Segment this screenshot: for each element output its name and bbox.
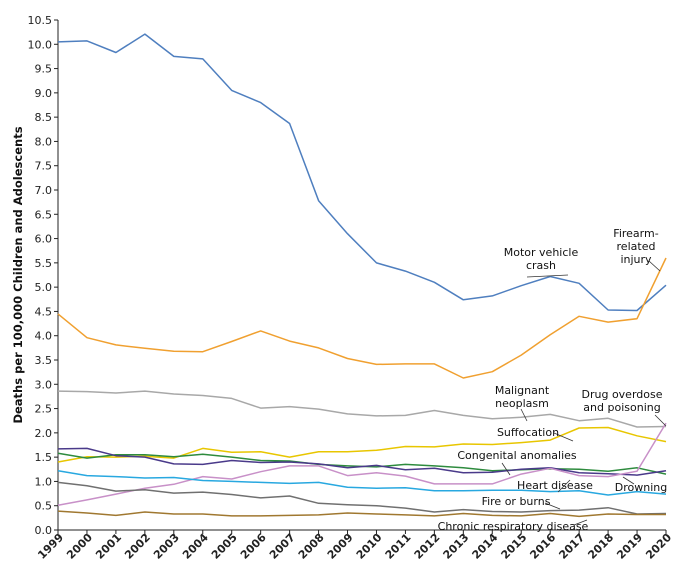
x-tick-label: 2015 [499, 531, 530, 562]
x-tick-label: 2002 [122, 531, 153, 562]
annotation-leader-heart-disease [557, 479, 571, 493]
x-tick-label: 2009 [325, 531, 356, 562]
annotation-leader-firearm-related-injury [648, 260, 661, 272]
y-tick-label: 0.5 [35, 500, 53, 513]
x-tick-label: 2003 [151, 531, 182, 562]
annotation-motor-vehicle-crash: Motor vehicle [504, 246, 579, 259]
x-tick-label: 2010 [354, 531, 385, 562]
annotation-leader-drug-overdose-and-poisoning [654, 414, 667, 427]
y-tick-label: 4.5 [35, 305, 53, 318]
annotation-firearm-related-injury: injury [620, 253, 652, 266]
annotation-malignant-neoplasm: neoplasm [495, 397, 549, 410]
annotation-firearm-related-injury: Firearm- [613, 227, 658, 240]
annotation-congenital-anomalies: Congenital anomalies [457, 449, 577, 462]
x-tick-label: 2013 [441, 531, 472, 562]
series-line-malignant-neoplasm [57, 390, 667, 428]
series-line-drowning [57, 447, 667, 476]
y-tick-label: 7.0 [35, 184, 53, 197]
annotation-heart-disease: Heart disease [517, 479, 593, 492]
y-tick-label: 8.0 [35, 135, 53, 148]
chart-axes [57, 20, 666, 531]
annotation-leader-congenital-anomalies [501, 462, 511, 476]
x-tick-label: 2004 [180, 531, 211, 562]
y-tick-label: 1.0 [35, 475, 53, 488]
y-tick-label: 4.0 [35, 330, 53, 343]
y-tick-label: 7.5 [35, 160, 53, 173]
y-axis-ticks: 0.0 0.5 1.0 1.5 2.0 2.5 3.0 3.5 4.0 4.5 5.0 5.5 6.0 6… [28, 14, 58, 537]
y-tick-label: 3.0 [35, 378, 53, 391]
annotation-leader-chronic-respiratory-disease [573, 519, 588, 526]
series-line-suffocation [57, 426, 667, 463]
annotation-drowning: Drowning [615, 481, 667, 494]
annotation-drug-overdose-and-poisoning: Drug overdose [582, 388, 663, 401]
y-tick-label: 6.5 [35, 208, 53, 221]
x-tick-label: 2012 [412, 531, 443, 562]
y-tick-label: 2.0 [35, 427, 53, 440]
x-tick-label: 2014 [470, 531, 501, 562]
y-tick-label: 5.0 [35, 281, 53, 294]
series-line-fire-or-burns [57, 481, 667, 515]
x-tick-label: 2008 [296, 531, 327, 562]
y-tick-label: 9.0 [35, 87, 53, 100]
annotation-chronic-respiratory-disease: Chronic respiratory disease [438, 520, 589, 533]
x-tick-label: 2019 [614, 531, 645, 562]
y-axis-title: Deaths per 100,000 Children and Adolesce… [11, 126, 25, 423]
x-tick-label: 2001 [93, 531, 124, 562]
x-tick-label: 2017 [556, 531, 587, 562]
annotation-malignant-neoplasm: Malignant [495, 384, 550, 397]
y-tick-label: 6.0 [35, 233, 53, 246]
x-tick-label: 2011 [383, 531, 414, 562]
x-tick-label: 2016 [527, 531, 558, 562]
x-tick-label: 2000 [64, 531, 95, 562]
x-tick-label: 2006 [238, 531, 269, 562]
series-line-heart-disease [57, 469, 667, 496]
series-line-firearm-related-injury [57, 257, 667, 379]
y-tick-label: 2.5 [35, 403, 53, 416]
y-tick-label: 1.5 [35, 451, 53, 464]
y-tick-label: 8.5 [35, 111, 53, 124]
y-tick-label: 3.5 [35, 354, 53, 367]
y-tick-label: 5.5 [35, 257, 53, 270]
annotation-leader-fire-or-burns [544, 502, 561, 510]
annotation-drug-overdose-and-poisoning: and poisoning [583, 401, 660, 414]
annotation-leader-suffocation [553, 432, 574, 442]
x-tick-label: 2018 [585, 531, 616, 562]
y-tick-label: 10.5 [28, 14, 53, 27]
x-axis-ticks: 1999200020012002200320042005200620072008… [35, 530, 674, 562]
series-line-drug-overdose-and-poisoning [57, 422, 667, 506]
annotation-motor-vehicle-crash: crash [526, 259, 556, 272]
x-tick-label: 2020 [643, 531, 674, 562]
series-line-chronic-respiratory-disease [57, 510, 666, 518]
annotation-leader-malignant-neoplasm [520, 408, 528, 422]
y-tick-label: 9.5 [35, 63, 53, 76]
annotation-leader-drowning [622, 476, 635, 485]
x-tick-label: 2005 [209, 531, 240, 562]
y-tick-label: 10.0 [28, 38, 53, 51]
annotation-firearm-related-injury: related [617, 240, 656, 253]
annotation-fire-or-burns: Fire or burns [482, 495, 551, 508]
series-line-motor-vehicle-crash [57, 33, 667, 312]
y-tick-label: 0.0 [35, 524, 53, 537]
series-lines [57, 33, 667, 518]
annotation-suffocation: Suffocation [497, 426, 559, 439]
annotation-leader-motor-vehicle-crash [526, 274, 569, 278]
x-tick-label: 2007 [267, 531, 298, 562]
